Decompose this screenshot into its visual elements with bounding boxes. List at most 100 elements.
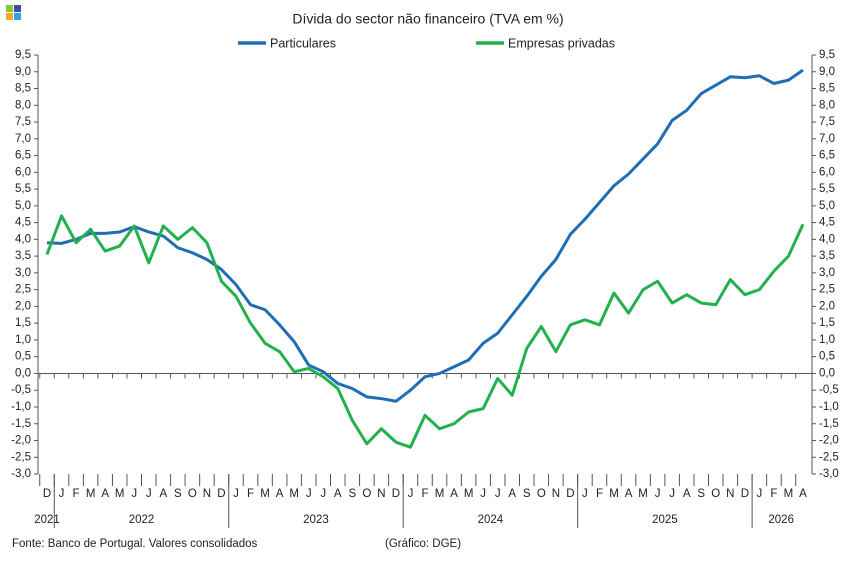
x-tick-label: F [770,488,777,500]
x-tick-label: J [131,488,137,500]
credit: (Gráfico: DGE) [385,538,461,550]
x-tick-label: D [217,488,225,500]
x-tick-label: M [115,488,125,500]
x-tick-label: O [537,488,546,500]
y-tick-label: 3,5 [15,250,31,262]
y-tick-label: 8,0 [15,99,31,111]
x-tick-label: F [247,488,254,500]
x-tick-label: N [726,488,734,500]
y2-tick-label: 6,5 [819,150,835,162]
y2-tick-label: 0,0 [819,367,835,379]
y-tick-label: 6,5 [15,150,31,162]
x-tick-label: O [188,488,197,500]
y-tick-label: -2,5 [11,451,31,463]
x-tick-label: S [697,488,705,500]
y2-tick-label: 6,0 [819,166,835,178]
year-label: 2024 [478,514,504,526]
legend-label: Particulares [270,36,336,50]
y2-tick-label: 1,5 [819,317,835,329]
x-tick-label: M [609,488,619,500]
y-tick-label: 7,0 [15,133,31,145]
x-tick-label: A [508,488,516,500]
x-tick-label: M [289,488,299,500]
y-tick-label: 1,0 [15,334,31,346]
y-tick-label: 3,0 [15,267,31,279]
x-tick-label: J [59,488,65,500]
y2-tick-label: 8,0 [819,99,835,111]
x-tick-label: M [784,488,794,500]
year-label: 2022 [129,514,155,526]
y-tick-label: 0,5 [15,351,31,363]
logo [6,5,21,20]
x-tick-label: J [655,488,661,500]
x-tick-label: N [203,488,211,500]
x-tick-label: J [582,488,588,500]
x-tick-label: M [638,488,648,500]
y-tick-label: -1,0 [11,401,31,413]
x-tick-label: S [523,488,531,500]
y-tick-label: 5,0 [15,200,31,212]
y2-tick-label: -1,5 [819,418,839,430]
x-tick-label: D [566,488,574,500]
y2-tick-label: -1,0 [819,401,839,413]
x-tick-label: S [174,488,182,500]
logo-square [6,13,13,20]
x-tick-label: F [73,488,80,500]
x-tick-label: J [306,488,312,500]
y-tick-label: 2,5 [15,284,31,296]
logo-square [14,13,21,20]
y-tick-label: 0,0 [15,367,31,379]
series-line [46,68,804,403]
x-tick-label: F [421,488,428,500]
x-tick-label: D [741,488,749,500]
x-tick-label: M [435,488,445,500]
y2-tick-label: -2,5 [819,451,839,463]
x-tick-label: A [101,488,109,500]
year-label: 2025 [652,514,678,526]
y-tick-label: 8,5 [15,83,31,95]
x-tick-label: D [392,488,400,500]
y2-tick-label: 9,5 [819,49,835,61]
y2-tick-label: 7,0 [819,133,835,145]
y2-tick-label: 7,5 [819,116,835,128]
x-tick-label: N [377,488,385,500]
y2-tick-label: -2,0 [819,435,839,447]
x-tick-label: J [480,488,486,500]
y-tick-label: 4,5 [15,217,31,229]
x-tick-label: J [495,488,501,500]
y2-tick-label: 5,0 [819,200,835,212]
series-line [45,214,805,449]
chart-title: Dívida do sector não financeiro (TVA em … [292,11,563,27]
x-tick-label: A [334,488,342,500]
x-tick-label: N [552,488,560,500]
y-tick-label: 7,5 [15,116,31,128]
x-tick-label: O [362,488,371,500]
x-tick-label: F [596,488,603,500]
logo-square [14,5,21,12]
y2-tick-label: 4,5 [819,217,835,229]
y2-tick-label: -0,5 [819,384,839,396]
y-tick-label: -0,5 [11,384,31,396]
y-tick-label: 6,0 [15,166,31,178]
y2-tick-label: 9,0 [819,66,835,78]
y-tick-label: -2,0 [11,435,31,447]
y-tick-label: -1,5 [11,418,31,430]
y2-tick-label: 2,0 [819,300,835,312]
year-label: 2026 [768,514,794,526]
source: Fonte: Banco de Portugal. Valores consol… [12,538,258,550]
y-tick-label: 4,0 [15,233,31,245]
x-tick-label: S [348,488,356,500]
y-tick-label: 5,5 [15,183,31,195]
y2-tick-label: 5,5 [819,183,835,195]
legend-label: Empresas privadas [508,36,615,50]
year-label: 2023 [303,514,329,526]
x-tick-label: J [757,488,763,500]
x-tick-label: J [146,488,152,500]
y2-tick-label: 2,5 [819,284,835,296]
x-tick-label: O [711,488,720,500]
x-tick-label: M [86,488,96,500]
x-tick-label: D [43,488,51,500]
y2-tick-label: 3,0 [819,267,835,279]
